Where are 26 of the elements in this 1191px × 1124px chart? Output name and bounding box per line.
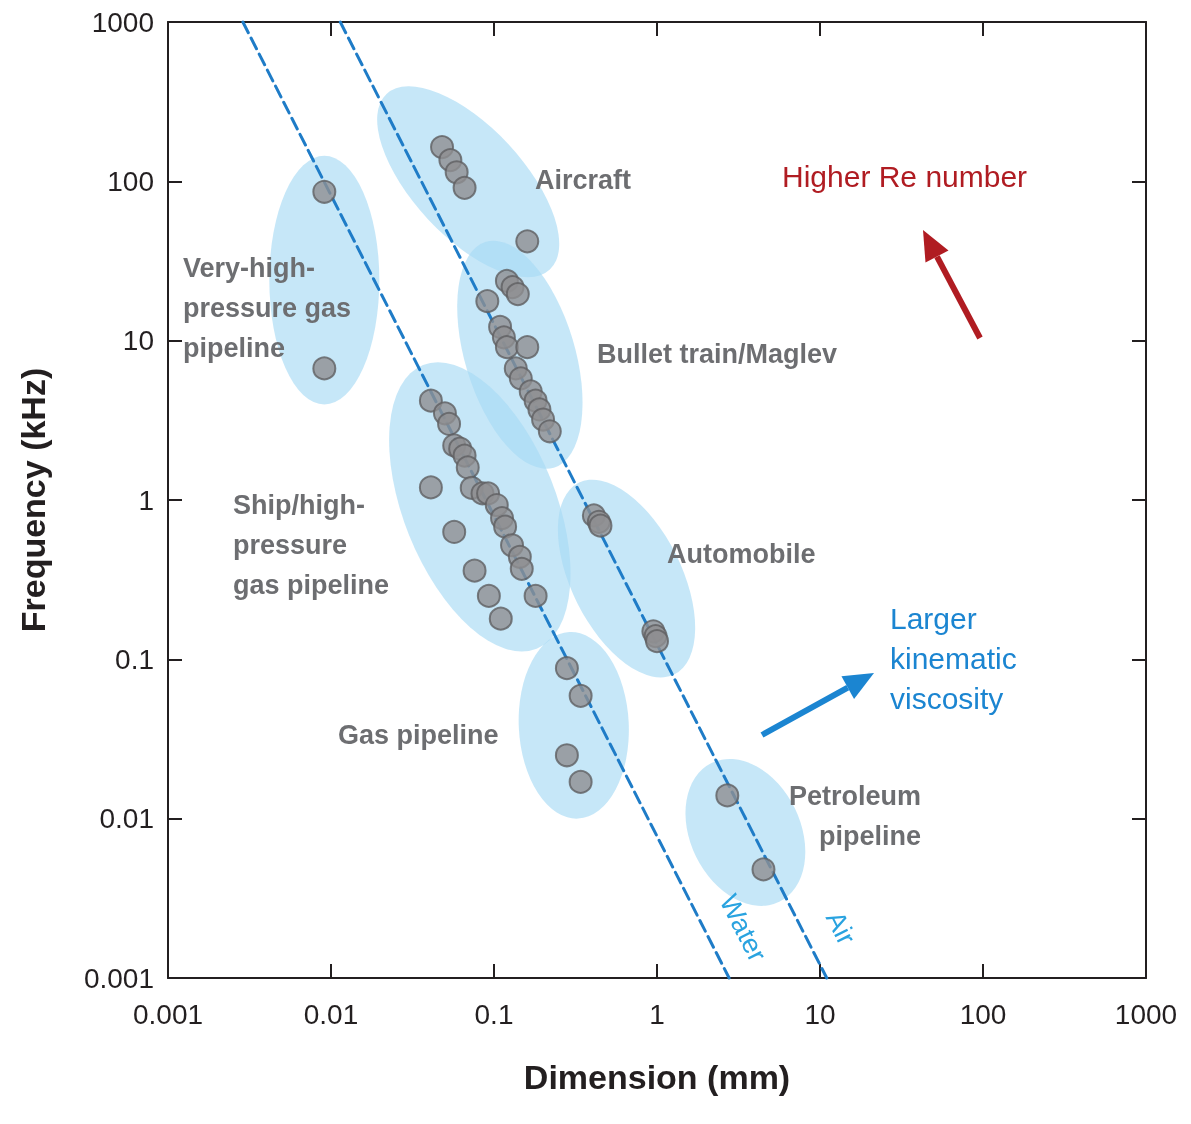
annotation: Higher Re number (782, 159, 1028, 193)
y-tick-label: 0.001 (83, 962, 154, 994)
y-tick-label: 1 (138, 484, 154, 516)
x-tick-label: 10 (804, 998, 836, 1030)
text: Water (713, 889, 773, 967)
x-axis-title: Dimension (mm) (523, 1058, 791, 1096)
y-tick-label: 0.01 (99, 803, 154, 835)
x-tick-label: 100 (959, 998, 1007, 1030)
annotation: Bullet train/Maglev (597, 339, 838, 369)
text: Air (819, 906, 862, 950)
annotation: Larger kinematic viscosity (890, 601, 1017, 715)
x-tick-label: 0.01 (303, 998, 359, 1030)
annotation: Ship/high- pressure gas pipeline (233, 490, 390, 600)
y-tick-label: 10 (122, 325, 154, 357)
x-tick-label: 1000 (1114, 998, 1178, 1030)
annotation: Automobile (667, 539, 816, 569)
y-axis-title: Frequency (kHz) (14, 367, 52, 633)
annotation: Very-high- pressure gas pipeline (183, 253, 352, 363)
x-tick-label: 1 (649, 998, 665, 1030)
annotation: Aircraft (535, 165, 632, 195)
x-tick-label: 0.1 (474, 998, 514, 1030)
y-tick-label: 1000 (91, 6, 154, 38)
y-tick-label: 100 (107, 165, 154, 197)
annotation: Petroleum pipeline (788, 781, 921, 851)
annotation: Gas pipeline (338, 720, 499, 750)
y-tick-label: 0.1 (115, 643, 154, 675)
